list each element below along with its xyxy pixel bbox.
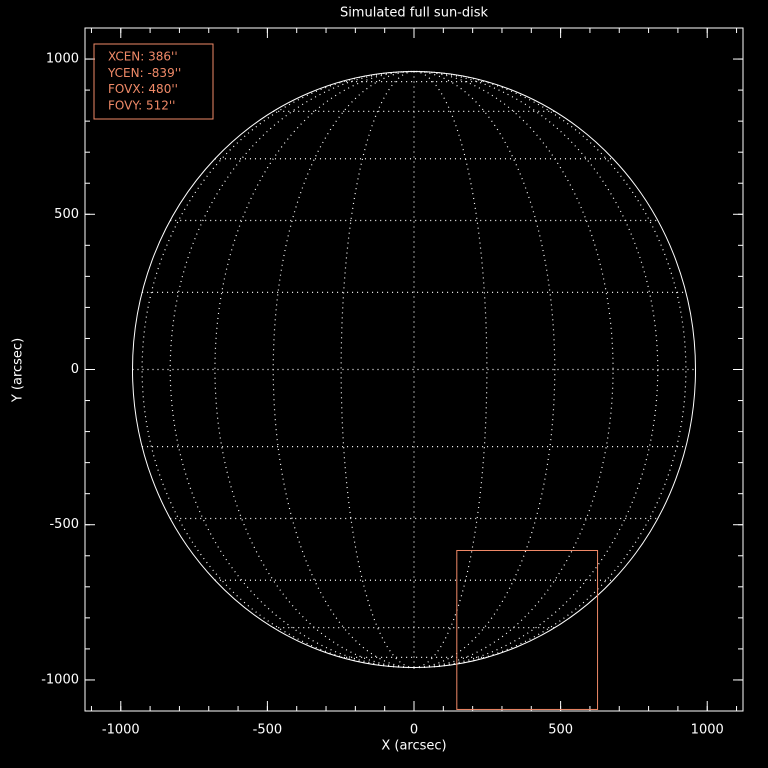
longitude-line (413, 70, 659, 669)
y-axis-label: Y (arcsec) (11, 338, 26, 403)
plot-frame (84, 27, 744, 712)
longitude-line (169, 70, 415, 669)
y-tick-label: -500 (49, 517, 79, 532)
x-tick-label: 500 (548, 723, 573, 738)
x-axis-label: X (arcsec) (381, 739, 446, 754)
x-tick-label: -500 (253, 723, 283, 738)
longitude-line (340, 70, 415, 669)
info-text: YCEN: -839'' (107, 66, 181, 80)
info-text: FOVX: 480'' (108, 82, 178, 96)
y-tick-label: 0 (71, 362, 79, 377)
y-tick-label: 1000 (46, 52, 79, 67)
x-tick-label: 1000 (691, 723, 724, 738)
x-tick-label: -1000 (102, 723, 140, 738)
longitude-line (413, 70, 488, 669)
longitude-line (214, 70, 415, 669)
chart-title: Simulated full sun-disk (340, 6, 489, 21)
longitude-line (413, 70, 556, 669)
solar-limb (132, 70, 696, 669)
longitude-line (413, 70, 687, 669)
y-tick-label: -1000 (41, 672, 79, 687)
fov-box (456, 549, 599, 710)
longitude-line (272, 70, 415, 669)
y-tick-label: 500 (54, 207, 79, 222)
info-text: XCEN: 386'' (108, 50, 178, 64)
info-text: FOVY: 512'' (108, 98, 175, 112)
x-tick-label: 0 (410, 723, 418, 738)
info-box (93, 43, 214, 120)
